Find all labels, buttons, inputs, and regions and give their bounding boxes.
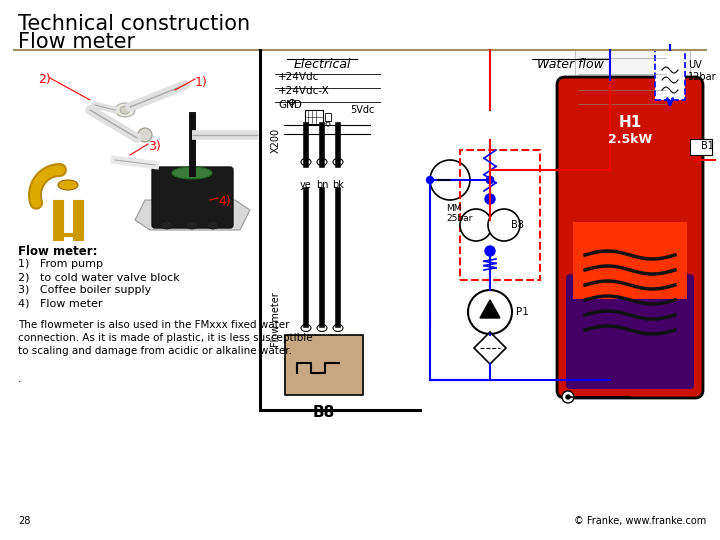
- Text: 2): 2): [38, 73, 50, 86]
- Circle shape: [488, 209, 520, 241]
- Text: UV
12bar: UV 12bar: [688, 60, 716, 82]
- Circle shape: [566, 395, 570, 399]
- Text: The flowmeter is also used in the FMxxx fixed water
connection. As it is made of: The flowmeter is also used in the FMxxx …: [18, 320, 312, 356]
- Text: 3)   Coffee boiler supply: 3) Coffee boiler supply: [18, 285, 151, 295]
- Text: P1: P1: [516, 307, 529, 317]
- Circle shape: [487, 177, 493, 184]
- Text: 5Vdc: 5Vdc: [350, 105, 374, 115]
- Bar: [690, 139, 712, 155]
- Text: bn: bn: [316, 180, 328, 190]
- Text: +24Vdc-X: +24Vdc-X: [278, 86, 330, 96]
- Polygon shape: [135, 200, 250, 230]
- Ellipse shape: [58, 180, 78, 190]
- Text: ye: ye: [300, 180, 312, 190]
- Circle shape: [468, 290, 512, 334]
- Text: H1: H1: [618, 115, 642, 130]
- Text: 4): 4): [218, 195, 230, 208]
- Text: .: .: [18, 374, 22, 384]
- Text: GND: GND: [278, 100, 302, 110]
- Text: 28: 28: [18, 516, 30, 526]
- Ellipse shape: [333, 159, 343, 165]
- Bar: [575, 50, 690, 108]
- Text: MM
25bar: MM 25bar: [446, 204, 472, 224]
- Text: X200: X200: [271, 127, 281, 153]
- Text: Water flow: Water flow: [536, 58, 603, 71]
- Text: +24Vdc: +24Vdc: [278, 72, 320, 82]
- Circle shape: [430, 160, 470, 200]
- Ellipse shape: [333, 325, 343, 332]
- Bar: [285, 335, 363, 395]
- Ellipse shape: [301, 325, 311, 332]
- Ellipse shape: [120, 106, 130, 114]
- FancyBboxPatch shape: [557, 77, 703, 398]
- Ellipse shape: [115, 103, 135, 117]
- Circle shape: [562, 391, 574, 403]
- Bar: [573, 222, 687, 299]
- Ellipse shape: [172, 167, 212, 179]
- Circle shape: [485, 246, 495, 256]
- Ellipse shape: [301, 159, 311, 165]
- Text: B8: B8: [313, 405, 335, 420]
- Bar: [325, 113, 331, 121]
- Text: 1): 1): [195, 76, 208, 89]
- FancyBboxPatch shape: [152, 167, 233, 228]
- Polygon shape: [480, 300, 500, 318]
- Text: Flow meter: Flow meter: [271, 293, 281, 347]
- Bar: [460, 150, 540, 280]
- Ellipse shape: [161, 221, 173, 229]
- Text: B1: B1: [701, 141, 714, 151]
- Circle shape: [460, 209, 492, 241]
- Text: 2)   to cold water valve block: 2) to cold water valve block: [18, 272, 180, 282]
- Circle shape: [426, 177, 433, 184]
- FancyBboxPatch shape: [566, 274, 694, 389]
- Bar: [655, 50, 685, 100]
- Polygon shape: [474, 332, 506, 364]
- Text: 2.5kW: 2.5kW: [608, 133, 652, 146]
- Text: Flow meter: Flow meter: [18, 32, 135, 52]
- Circle shape: [487, 177, 493, 184]
- Ellipse shape: [138, 128, 152, 142]
- Text: Flow meter:: Flow meter:: [18, 245, 97, 258]
- Circle shape: [289, 99, 294, 105]
- Text: Technical construction: Technical construction: [18, 14, 250, 34]
- Bar: [670, 54, 684, 70]
- Circle shape: [485, 194, 495, 204]
- Bar: [670, 80, 684, 96]
- Text: 3): 3): [148, 140, 161, 153]
- Text: 1)   From pump: 1) From pump: [18, 259, 103, 269]
- Text: Electrical: Electrical: [293, 58, 351, 71]
- Circle shape: [326, 122, 330, 126]
- Ellipse shape: [207, 221, 219, 229]
- Ellipse shape: [317, 159, 327, 165]
- Text: B8: B8: [511, 220, 524, 230]
- Ellipse shape: [186, 221, 198, 229]
- Ellipse shape: [317, 325, 327, 332]
- Text: © Franke, www.franke.com: © Franke, www.franke.com: [574, 516, 706, 526]
- Text: bk: bk: [332, 180, 344, 190]
- Text: 4)   Flow meter: 4) Flow meter: [18, 298, 102, 308]
- Bar: [305, 110, 323, 124]
